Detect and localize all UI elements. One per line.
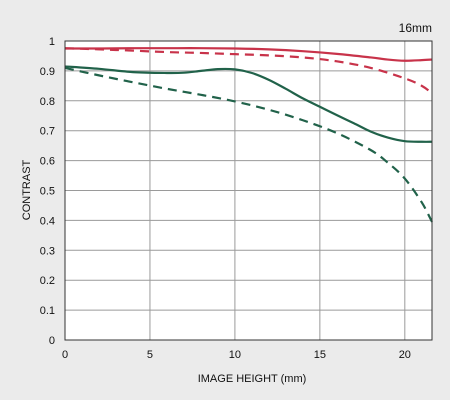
mtf-curve-3 bbox=[64, 65, 433, 143]
mtf-curve-2 bbox=[64, 47, 433, 95]
y-tick-labels: 0 0.1 0.2 0.3 0.4 0.5 0.6 0.7 0.8 0.9 1 bbox=[40, 36, 55, 347]
y-tick-label: 0.6 bbox=[40, 156, 55, 168]
mtf-curve-4 bbox=[64, 66, 433, 223]
x-tick-label: 10 bbox=[229, 349, 241, 361]
curves bbox=[64, 47, 433, 223]
x-axis-title: IMAGE HEIGHT (mm) bbox=[198, 373, 307, 385]
y-tick-label: 0.4 bbox=[40, 215, 55, 227]
x-tick-label: 15 bbox=[314, 349, 326, 361]
y-tick-label: 0.3 bbox=[40, 245, 55, 257]
x-tick-label: 20 bbox=[399, 349, 411, 361]
y-axis-title: CONTRAST bbox=[21, 159, 33, 220]
y-tick-label: 0.7 bbox=[40, 126, 55, 138]
y-tick-label: 0.9 bbox=[40, 66, 55, 78]
y-tick-label: 0.2 bbox=[40, 275, 55, 287]
y-tick-label: 0.5 bbox=[40, 186, 55, 198]
plot-frame bbox=[64, 40, 433, 341]
y-tick-label: 0.1 bbox=[40, 305, 55, 317]
chart-title: 16mm bbox=[399, 21, 432, 35]
y-tick-label: 0 bbox=[49, 335, 55, 347]
y-tick-label: 1 bbox=[49, 36, 55, 48]
x-tick-labels: 0 5 10 15 20 bbox=[62, 349, 411, 361]
x-tick-label: 5 bbox=[147, 349, 153, 361]
y-tick-label: 0.8 bbox=[40, 96, 55, 108]
mtf-curve-1 bbox=[64, 47, 433, 62]
x-tick-label: 0 bbox=[62, 349, 68, 361]
